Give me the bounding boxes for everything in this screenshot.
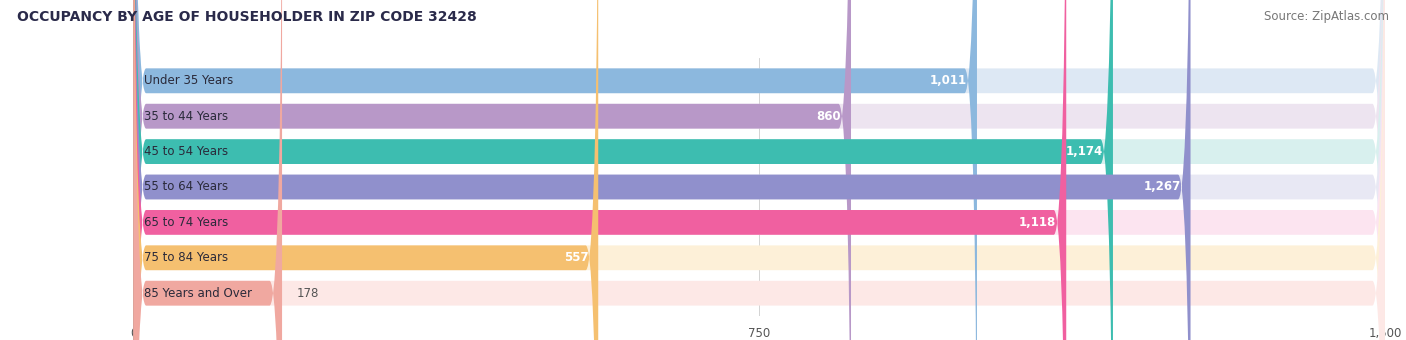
FancyBboxPatch shape: [134, 0, 598, 340]
FancyBboxPatch shape: [134, 0, 1385, 340]
Text: Source: ZipAtlas.com: Source: ZipAtlas.com: [1264, 10, 1389, 23]
Text: 1,118: 1,118: [1019, 216, 1056, 229]
FancyBboxPatch shape: [134, 0, 1385, 340]
Text: 45 to 54 Years: 45 to 54 Years: [143, 145, 228, 158]
Text: 65 to 74 Years: 65 to 74 Years: [143, 216, 228, 229]
FancyBboxPatch shape: [134, 0, 977, 340]
FancyBboxPatch shape: [134, 0, 1114, 340]
Text: Under 35 Years: Under 35 Years: [143, 74, 233, 87]
Text: 1,011: 1,011: [929, 74, 967, 87]
FancyBboxPatch shape: [134, 0, 1385, 340]
Text: 35 to 44 Years: 35 to 44 Years: [143, 110, 228, 123]
Text: 75 to 84 Years: 75 to 84 Years: [143, 251, 228, 264]
FancyBboxPatch shape: [134, 0, 1191, 340]
FancyBboxPatch shape: [134, 0, 1385, 340]
FancyBboxPatch shape: [134, 0, 851, 340]
Text: 557: 557: [564, 251, 588, 264]
Text: OCCUPANCY BY AGE OF HOUSEHOLDER IN ZIP CODE 32428: OCCUPANCY BY AGE OF HOUSEHOLDER IN ZIP C…: [17, 10, 477, 24]
FancyBboxPatch shape: [134, 0, 1385, 340]
Text: 1,174: 1,174: [1066, 145, 1102, 158]
Text: 1,267: 1,267: [1143, 181, 1181, 193]
FancyBboxPatch shape: [134, 0, 1385, 340]
Text: 860: 860: [817, 110, 841, 123]
Text: 55 to 64 Years: 55 to 64 Years: [143, 181, 228, 193]
FancyBboxPatch shape: [134, 0, 1385, 340]
Text: 85 Years and Over: 85 Years and Over: [143, 287, 252, 300]
FancyBboxPatch shape: [134, 0, 283, 340]
FancyBboxPatch shape: [134, 0, 1066, 340]
Text: 178: 178: [297, 287, 319, 300]
